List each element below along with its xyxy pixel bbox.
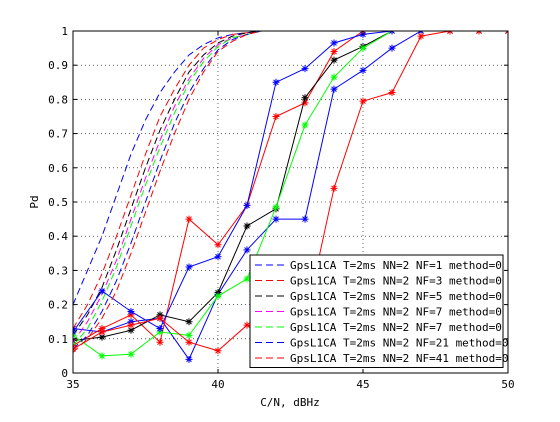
data-point bbox=[301, 94, 309, 102]
y-tick-label: 0 bbox=[61, 367, 68, 380]
legend-entry: GpsL1CA T=2ms NN=2 NF=7 method=0 bbox=[290, 306, 502, 319]
simulation-curve bbox=[73, 31, 508, 333]
data-point bbox=[185, 355, 193, 363]
theory-curve bbox=[73, 31, 508, 336]
y-tick-label: 0.6 bbox=[48, 162, 68, 175]
x-tick-label: 45 bbox=[356, 378, 369, 391]
data-point bbox=[359, 44, 367, 52]
data-point bbox=[359, 66, 367, 74]
data-point bbox=[272, 113, 280, 120]
data-point bbox=[98, 287, 106, 295]
data-point bbox=[272, 215, 280, 223]
series-6 bbox=[73, 31, 508, 350]
y-tick-label: 0.1 bbox=[48, 333, 68, 346]
legend-entry: GpsL1CA T=2ms NN=2 NF=7 method=0 bbox=[290, 321, 502, 334]
data-point bbox=[214, 347, 222, 355]
data-point bbox=[98, 328, 106, 336]
data-point bbox=[243, 321, 251, 329]
simulation-curve bbox=[73, 31, 508, 342]
data-point bbox=[127, 326, 135, 334]
simulation-curve bbox=[73, 31, 508, 347]
legend: GpsL1CA T=2ms NN=2 NF=1 method=0 GpsL1CA … bbox=[249, 254, 509, 368]
data-point bbox=[272, 78, 280, 86]
y-tick-label: 0.3 bbox=[48, 264, 68, 277]
simulation-curve bbox=[73, 31, 508, 357]
legend-entry: GpsL1CA T=2ms NN=2 NF=41 method=0 bbox=[290, 352, 509, 365]
y-tick-label: 0.7 bbox=[48, 128, 68, 141]
data-point bbox=[330, 184, 338, 192]
series-4 bbox=[73, 31, 508, 343]
legend-entry: GpsL1CA T=2ms NN=2 NF=5 method=0 bbox=[290, 290, 502, 303]
data-point bbox=[330, 73, 338, 81]
data-point bbox=[185, 331, 193, 339]
legend-entry: GpsL1CA T=2ms NN=2 NF=3 method=0 bbox=[290, 275, 502, 288]
data-point bbox=[127, 350, 135, 358]
y-tick-label: 0.8 bbox=[48, 93, 68, 106]
data-point bbox=[98, 352, 106, 360]
y-tick-label: 0.4 bbox=[48, 230, 68, 243]
data-point bbox=[127, 307, 135, 315]
y-tick-label: 0.9 bbox=[48, 59, 68, 72]
data-point bbox=[214, 292, 222, 300]
data-point bbox=[330, 85, 338, 93]
data-point bbox=[243, 275, 251, 283]
x-tick-label: 35 bbox=[66, 378, 79, 391]
data-point bbox=[272, 203, 280, 211]
theory-curve bbox=[73, 31, 508, 343]
data-point bbox=[156, 325, 164, 333]
data-point bbox=[388, 89, 396, 97]
data-point bbox=[330, 48, 338, 56]
data-point bbox=[127, 321, 135, 329]
data-point bbox=[185, 263, 193, 271]
data-point bbox=[214, 241, 222, 249]
y-tick-label: 0.2 bbox=[48, 299, 68, 312]
series-layer bbox=[73, 31, 508, 363]
theory-curve bbox=[73, 31, 508, 353]
theory-curve bbox=[73, 31, 508, 346]
data-point bbox=[330, 56, 338, 64]
data-point bbox=[243, 201, 251, 209]
axis-ticks: 35 40 45 50 0 0.1 0.2 0.3 0.4 0.5 0.6 0.7 0.8 0.9 1 bbox=[48, 25, 515, 391]
y-tick-label: 1 bbox=[61, 25, 68, 38]
data-point bbox=[156, 314, 164, 322]
data-point bbox=[301, 65, 309, 73]
data-point bbox=[388, 44, 396, 52]
data-point bbox=[185, 318, 193, 326]
data-point bbox=[301, 215, 309, 223]
data-point bbox=[185, 215, 193, 223]
data-point bbox=[301, 121, 309, 129]
x-tick-label: 40 bbox=[211, 378, 224, 391]
theory-curve bbox=[73, 31, 508, 329]
data-point bbox=[243, 222, 251, 230]
theory-curve bbox=[73, 31, 508, 350]
x-axis-label: C/N, dBHz bbox=[260, 396, 320, 409]
data-point bbox=[98, 333, 106, 341]
data-point bbox=[359, 97, 367, 105]
data-point bbox=[243, 246, 251, 254]
data-point bbox=[185, 338, 193, 346]
data-point bbox=[417, 32, 425, 40]
x-tick-label: 50 bbox=[501, 378, 514, 391]
legend-box bbox=[249, 254, 504, 368]
y-axis-label: Pd bbox=[28, 195, 41, 208]
series-5 bbox=[73, 31, 508, 360]
plot-clip-group bbox=[73, 31, 508, 363]
data-point bbox=[330, 39, 338, 47]
series-3 bbox=[73, 31, 508, 345]
data-point bbox=[214, 253, 222, 261]
data-point bbox=[156, 338, 164, 346]
data-point bbox=[301, 99, 309, 107]
legend-entry: GpsL1CA T=2ms NN=2 NF=21 method=0 bbox=[290, 337, 509, 350]
legend-entry: GpsL1CA T=2ms NN=2 NF=1 method=0 bbox=[290, 259, 502, 272]
y-tick-label: 0.5 bbox=[48, 196, 68, 209]
